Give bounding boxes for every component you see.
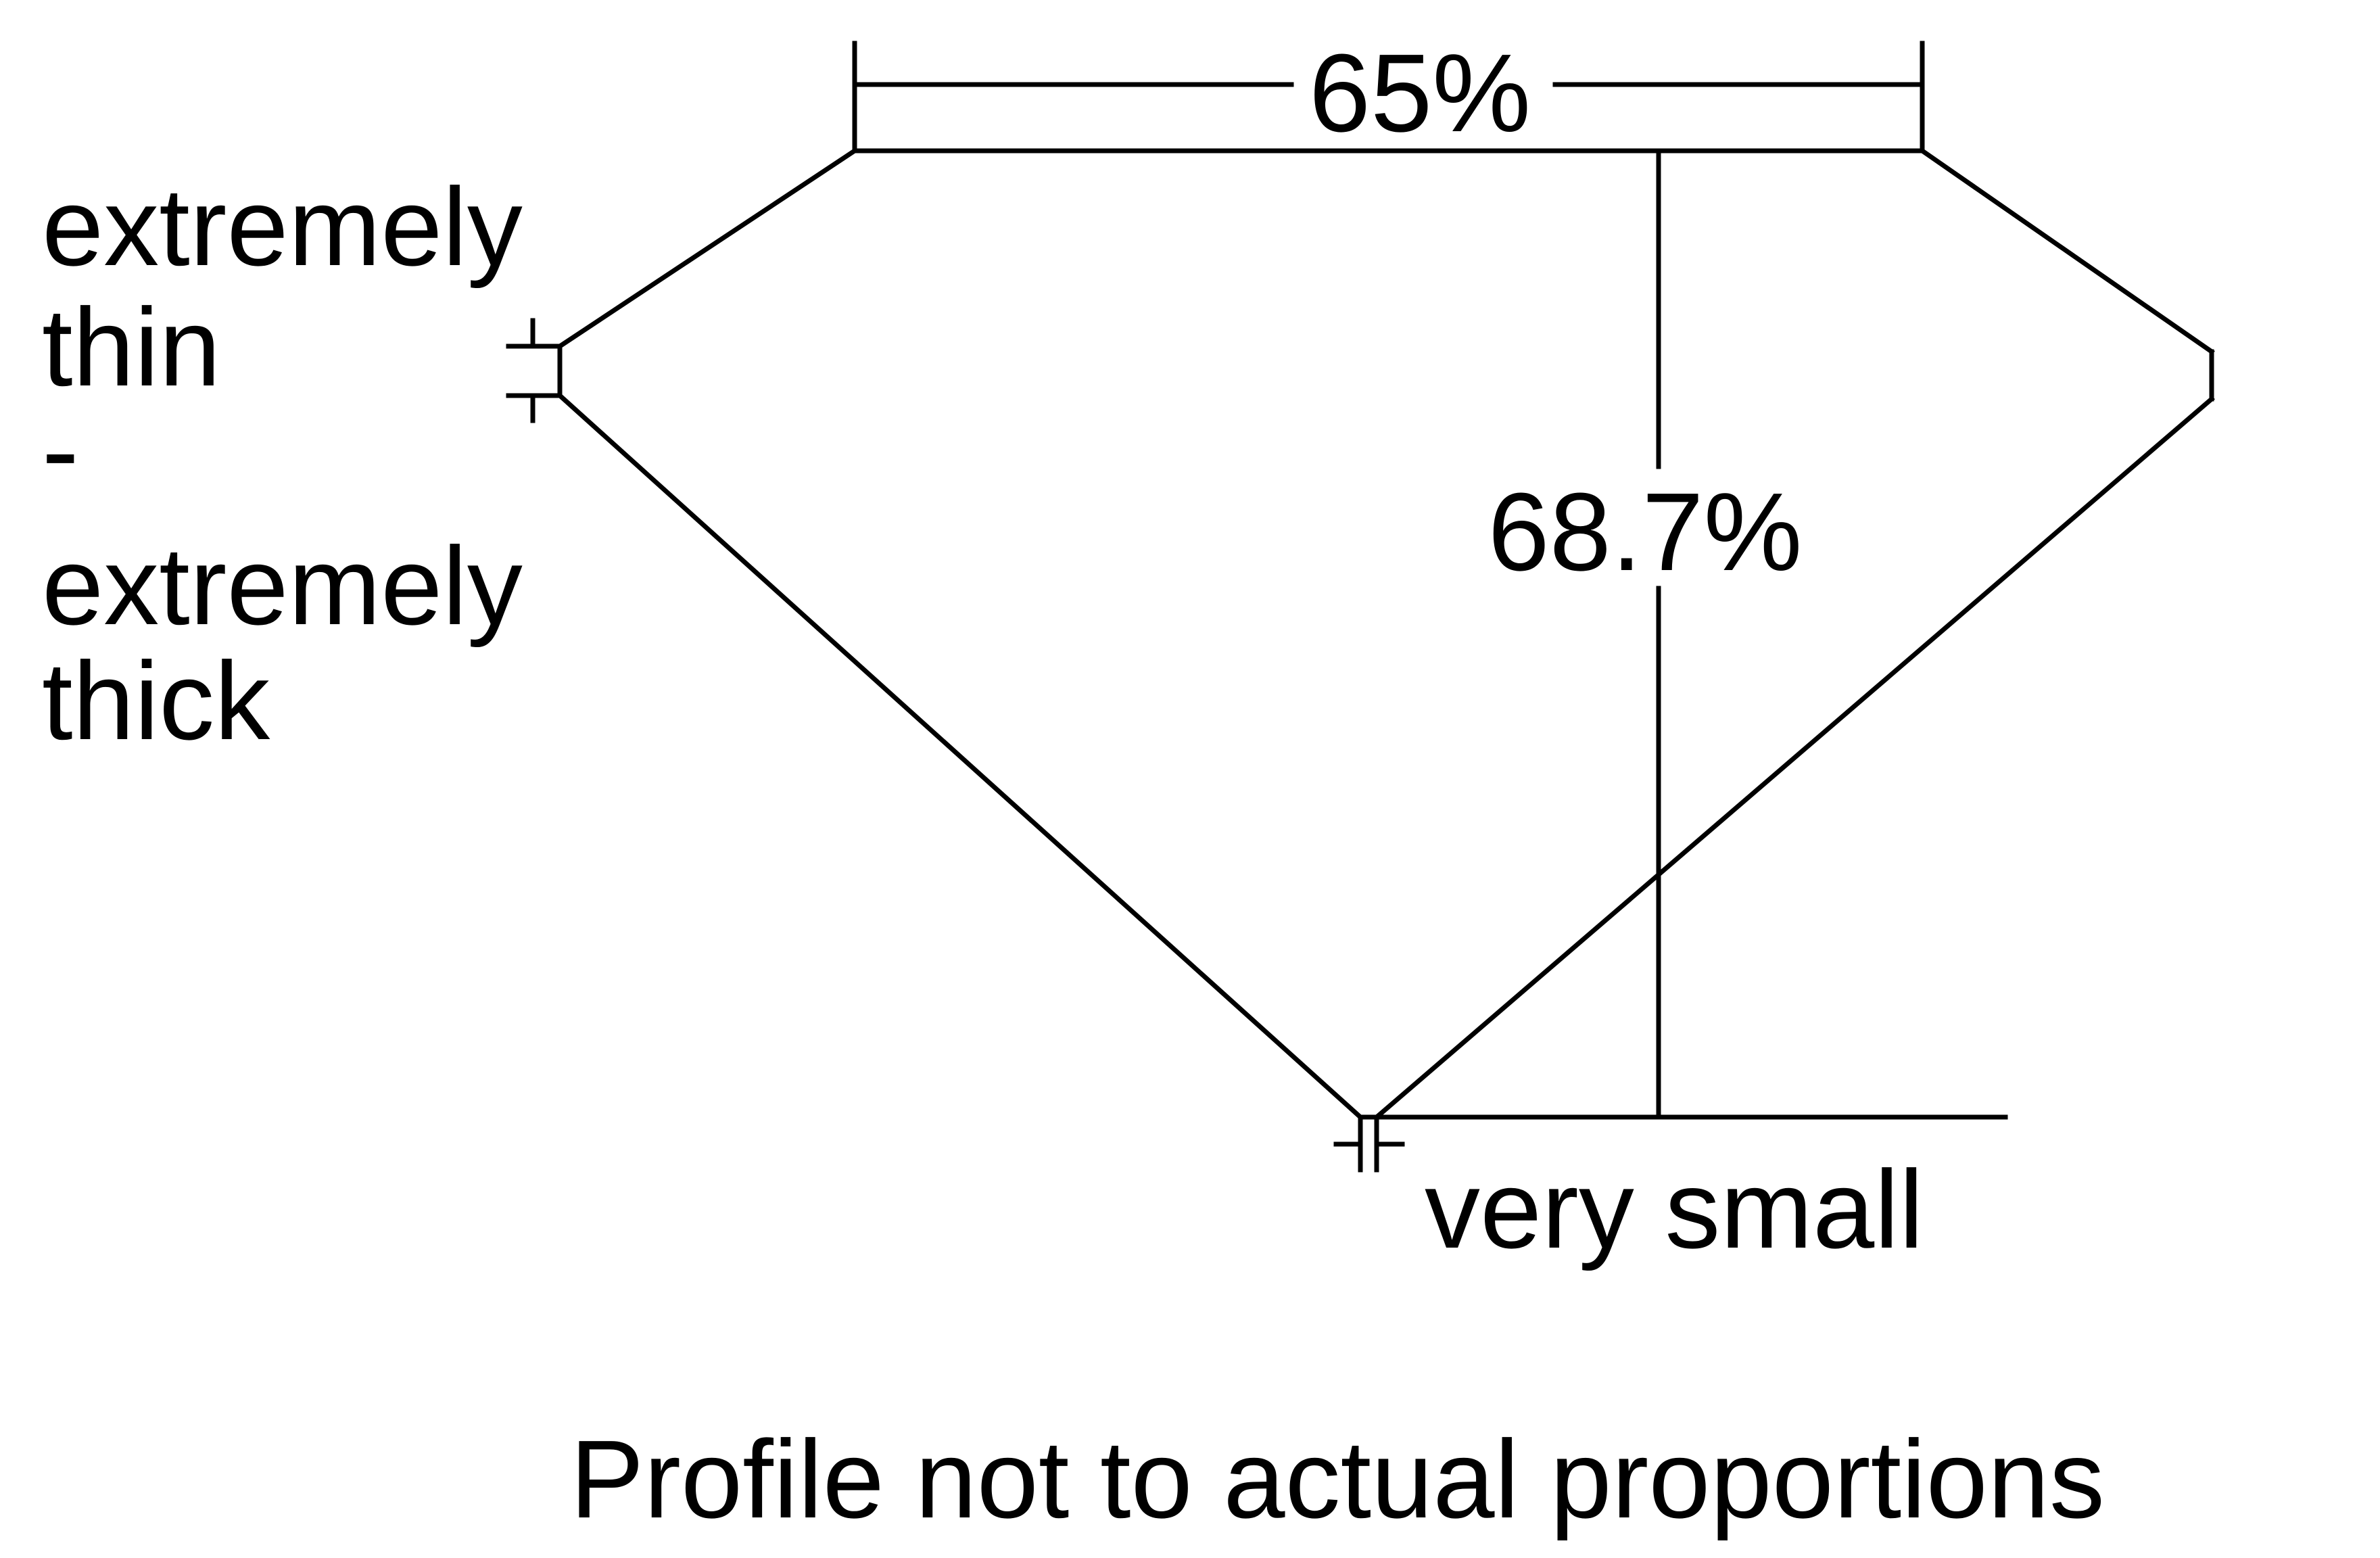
left-pavilion — [556, 392, 1364, 1120]
depth-percent-label: 68.7% — [1488, 470, 1802, 594]
footnote: Profile not to actual proportions — [570, 1417, 2105, 1541]
right-pavilion — [1373, 396, 2215, 1120]
table-percent-label: 65% — [1309, 31, 1531, 155]
girdle-label-line: extremely — [42, 165, 523, 289]
left-crown — [556, 147, 858, 350]
culet-markers — [1333, 1114, 1405, 1173]
right-crown — [1919, 147, 2215, 355]
culet-label: very small — [1425, 1148, 1924, 1271]
girdle-label-line: extremely — [42, 524, 523, 648]
girdle-markers — [506, 318, 563, 423]
diamond-outline — [556, 147, 2215, 1120]
girdle-label-line: thin — [42, 285, 220, 409]
girdle-label-line: thick — [42, 639, 270, 763]
girdle-label-line: - — [42, 388, 79, 512]
table-dimension: 65% — [852, 31, 1925, 155]
depth-dimension: 68.7% — [1488, 148, 1803, 1120]
girdle-label: extremely thin - extremely thick — [42, 165, 523, 763]
